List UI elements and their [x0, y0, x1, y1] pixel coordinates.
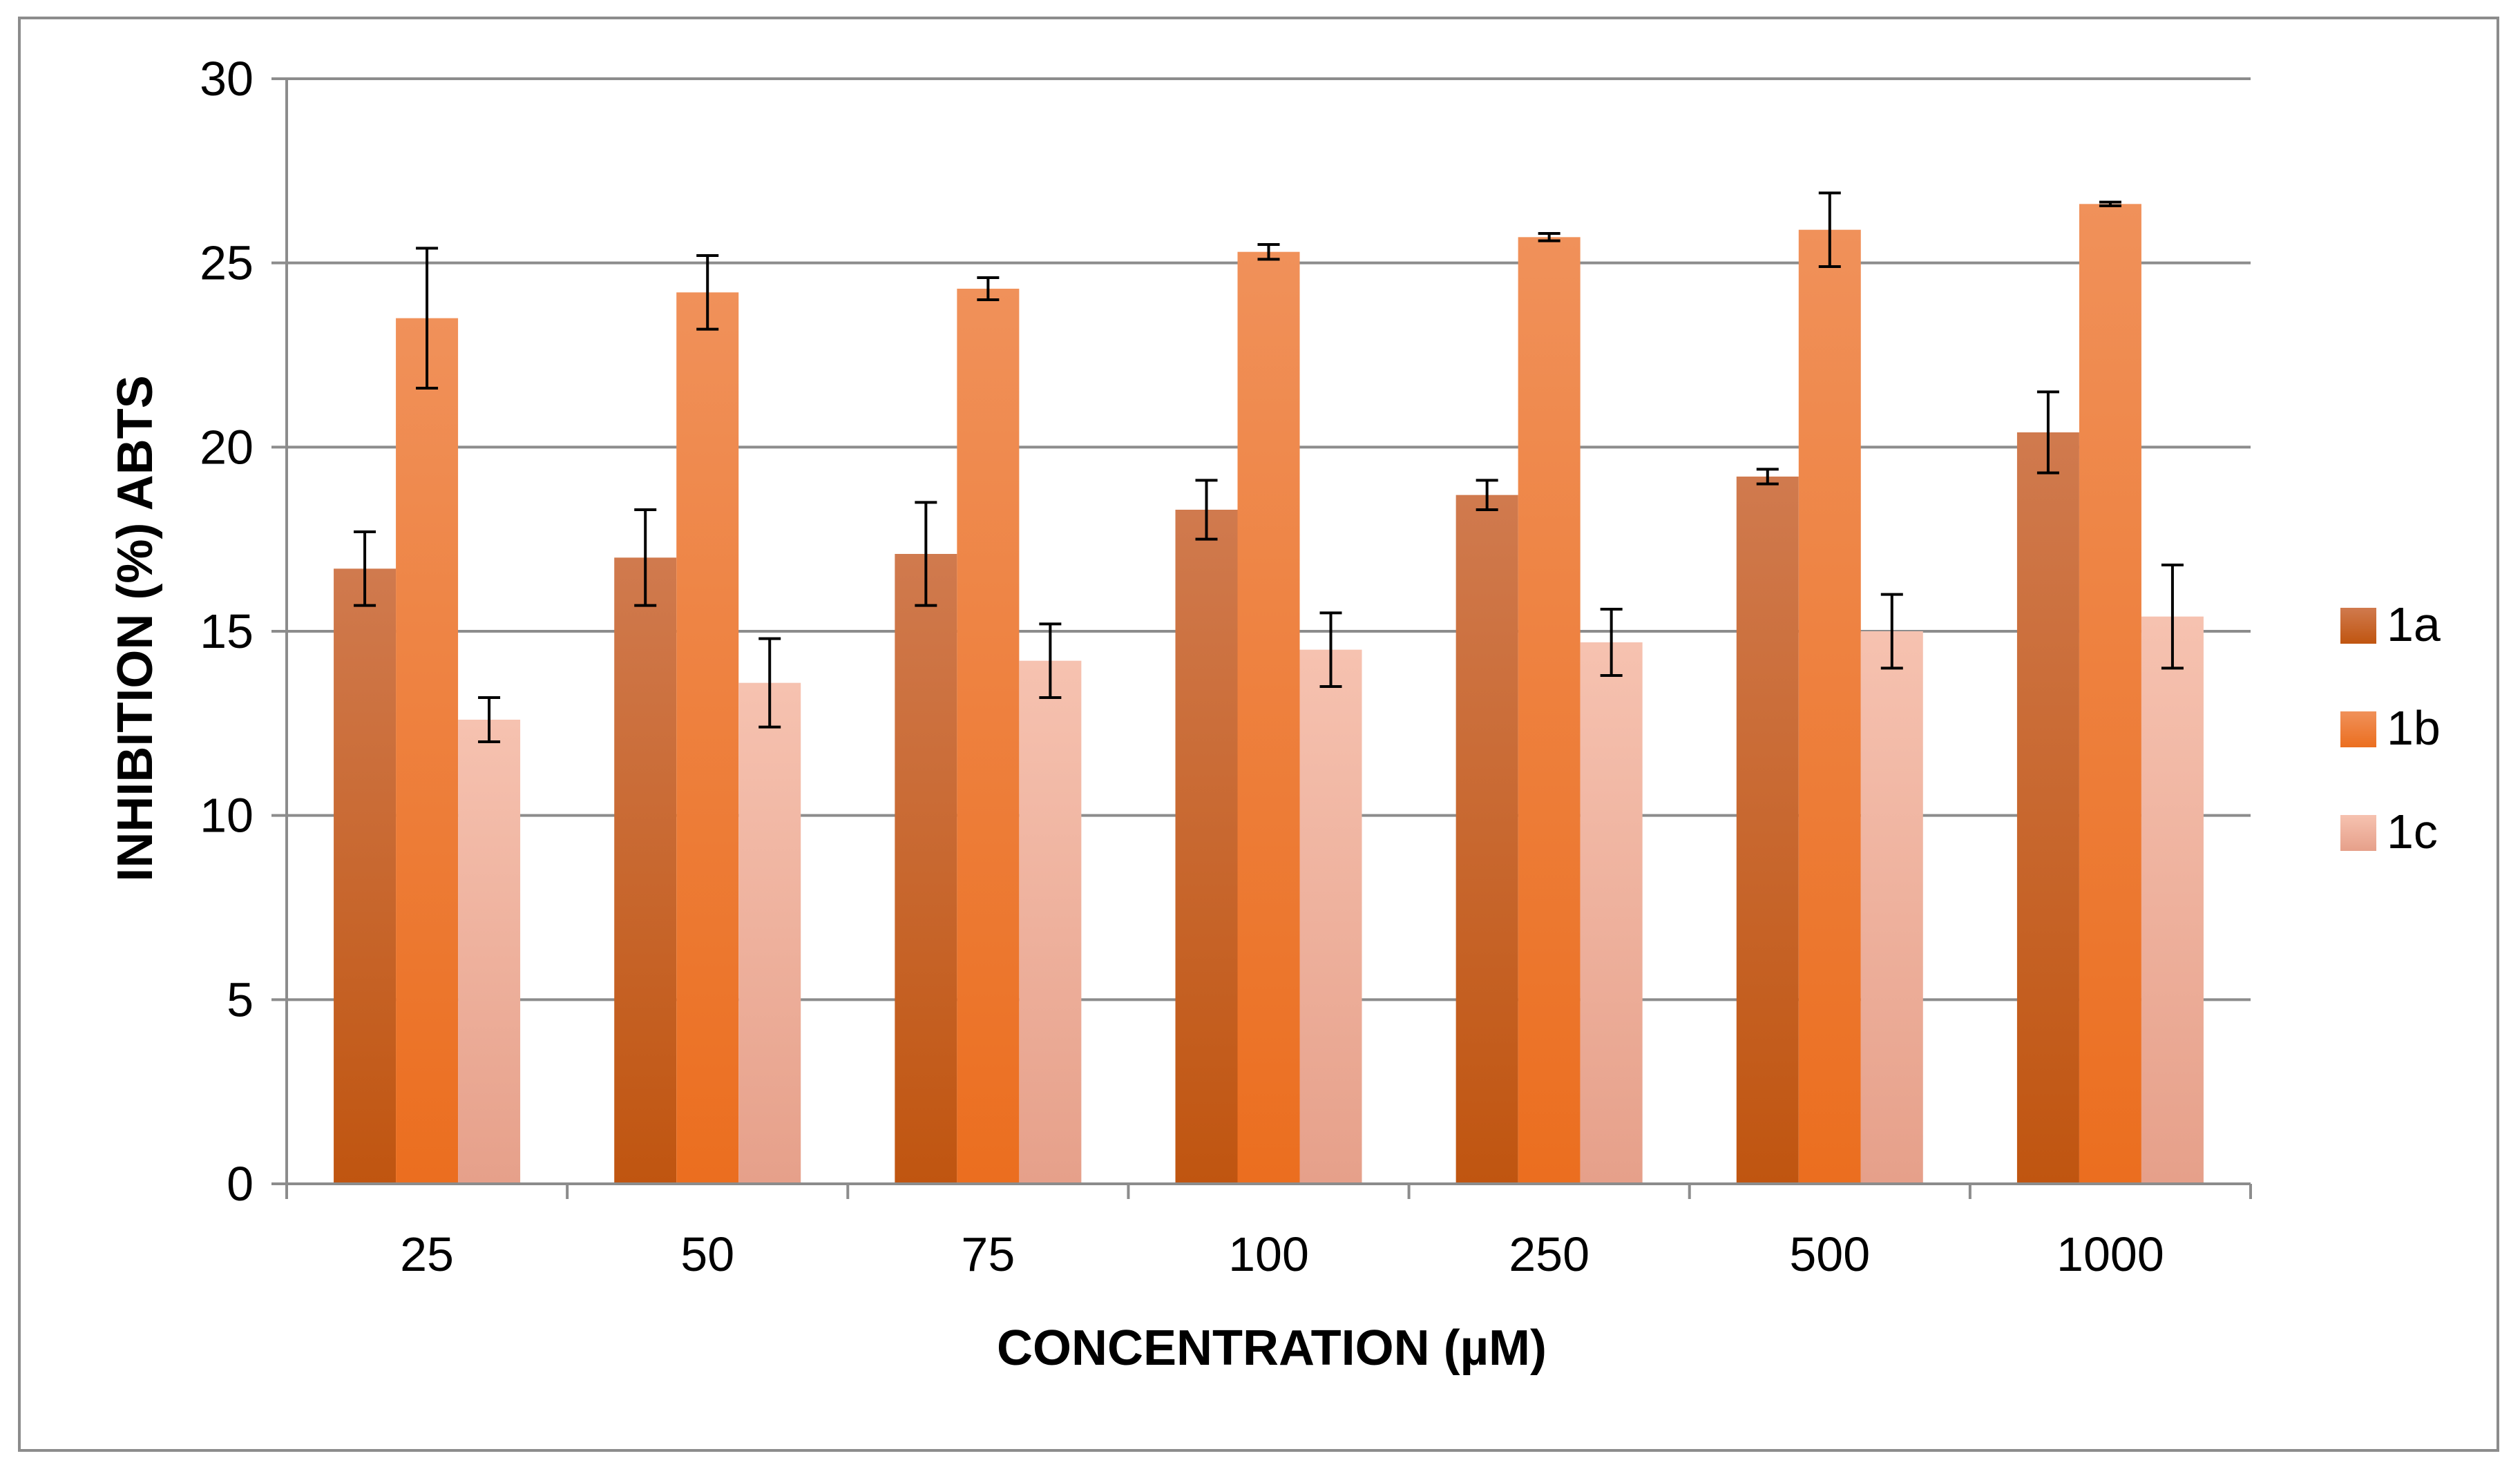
error-bar-1a-250 [1476, 479, 1498, 511]
error-bar-1c-250 [1600, 608, 1623, 677]
error-bar-1c-50 [758, 637, 781, 729]
bar-1a-250 [1455, 495, 1518, 1184]
bar-1c-100 [1299, 649, 1362, 1184]
legend-label: 1b [2387, 701, 2441, 755]
error-bar-1b-75 [977, 276, 1000, 301]
error-bar-1c-100 [1319, 611, 1342, 688]
x-tick-label: 100 [1228, 1227, 1309, 1281]
legend-item-1a: 1a [2340, 597, 2441, 651]
error-bar-1b-50 [696, 254, 719, 331]
x-tick-label: 250 [1509, 1227, 1590, 1281]
bar-1c-250 [1580, 642, 1643, 1184]
bar-1a-500 [1736, 477, 1799, 1184]
bar-1b-25 [396, 318, 459, 1185]
legend-swatch [2340, 815, 2376, 851]
bar-1c-50 [738, 682, 801, 1184]
bar-1b-50 [676, 292, 739, 1184]
error-bar-1b-1000 [2099, 200, 2121, 207]
error-bar-1a-100 [1195, 479, 1218, 541]
error-bar-1c-25 [478, 696, 501, 743]
bar-1b-1000 [2079, 204, 2141, 1184]
bar-1b-500 [1798, 229, 1861, 1185]
error-bar-1b-250 [1538, 232, 1560, 242]
x-tick-labels: 25 50 75 100 250 500 1000 [400, 1227, 2164, 1281]
bar-1a-100 [1175, 510, 1238, 1184]
bar-1a-1000 [2016, 432, 2079, 1184]
x-tick-label: 75 [961, 1227, 1015, 1281]
x-tick-label: 500 [1789, 1227, 1870, 1281]
error-bar-1a-25 [354, 530, 376, 607]
error-bar-1b-25 [416, 247, 439, 390]
bars [334, 204, 2204, 1185]
error-bar-1a-50 [634, 508, 657, 607]
y-tick-label: 15 [200, 604, 254, 658]
legend-item-1b: 1b [2340, 701, 2441, 755]
axes [271, 79, 2252, 1199]
legend-label: 1a [2387, 597, 2441, 651]
y-tick-label: 5 [227, 972, 254, 1026]
y-tick-label: 10 [200, 789, 254, 843]
error-bar-1b-500 [1818, 191, 1841, 268]
bar-1c-25 [458, 720, 521, 1184]
bar-1a-50 [614, 557, 677, 1184]
legend-item-1c: 1c [2340, 805, 2438, 859]
bar-1a-75 [895, 554, 957, 1184]
y-tick-label: 20 [200, 420, 254, 474]
error-bar-1c-75 [1039, 622, 1062, 699]
error-bar-1c-500 [1880, 593, 1903, 670]
bar-1b-100 [1237, 251, 1300, 1185]
x-axis-title: CONCENTRATION (µM) [997, 1321, 1547, 1376]
x-tick-label: 50 [680, 1227, 734, 1281]
legend-swatch [2340, 608, 2376, 644]
bar-1b-75 [957, 289, 1020, 1184]
legend: 1a 1b 1c [2340, 597, 2441, 859]
x-tick-label: 25 [400, 1227, 454, 1281]
error-bar-1a-500 [1756, 468, 1779, 486]
error-bars [354, 191, 2184, 743]
bar-1a-25 [334, 568, 397, 1184]
legend-label: 1c [2387, 805, 2438, 859]
y-tick-labels: 0 5 10 15 20 25 30 [200, 52, 254, 1211]
error-bar-1a-1000 [2036, 390, 2059, 474]
x-tick-label: 1000 [2056, 1227, 2164, 1281]
bar-1b-250 [1518, 237, 1581, 1184]
y-tick-label: 25 [200, 236, 254, 290]
error-bar-1c-1000 [2161, 564, 2184, 670]
error-bar-1a-75 [915, 501, 937, 607]
legend-swatch [2340, 711, 2376, 747]
y-tick-label: 0 [227, 1157, 254, 1211]
bar-1c-500 [1860, 631, 1923, 1184]
bar-1c-75 [1019, 660, 1082, 1184]
y-axis-title: INHIBITION (%) ABTS [108, 375, 163, 881]
bar-1c-1000 [2141, 616, 2204, 1184]
y-tick-label: 30 [200, 52, 254, 106]
error-bar-1b-100 [1257, 243, 1280, 261]
